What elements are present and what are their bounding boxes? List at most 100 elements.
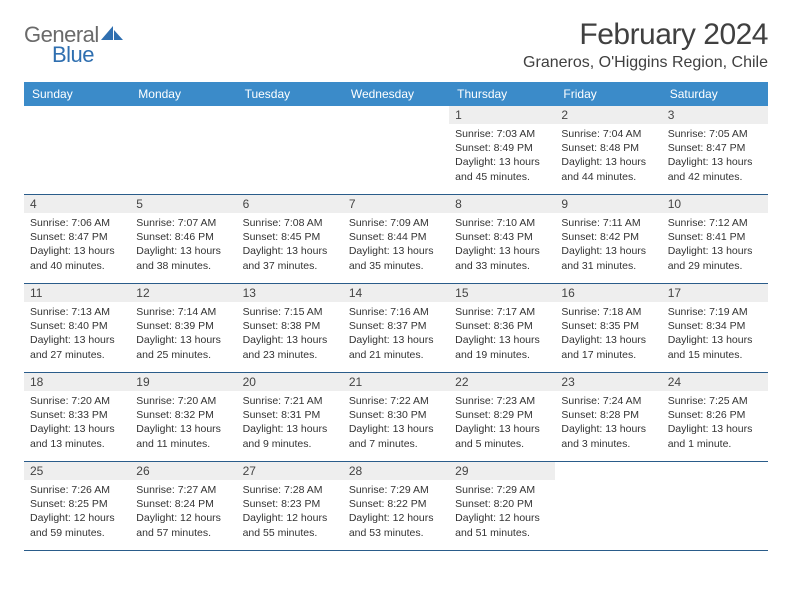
day-num-box: 19 <box>130 373 236 391</box>
sunset-text: Sunset: 8:41 PM <box>668 230 762 244</box>
sail-icon <box>99 24 125 42</box>
week-row: 1Sunrise: 7:03 AMSunset: 8:49 PMDaylight… <box>24 106 768 195</box>
day-num-box: 29 <box>449 462 555 480</box>
day-cell: 6 Sunrise: 7:08 AMSunset: 8:45 PMDaylight… <box>237 195 343 283</box>
sunrise-text: Sunrise: 7:20 AM <box>30 394 124 408</box>
sunrise-text: Sunrise: 7:16 AM <box>349 305 443 319</box>
sunset-text: Sunset: 8:37 PM <box>349 319 443 333</box>
day-header-mon: Monday <box>130 82 236 106</box>
sunrise-text: Sunrise: 7:18 AM <box>561 305 655 319</box>
sunrise-text: Sunrise: 7:04 AM <box>561 127 655 141</box>
day-num-box: 27 <box>237 462 343 480</box>
day-number: 18 <box>30 375 124 389</box>
day-cell: 22Sunrise: 7:23 AMSunset: 8:29 PMDayligh… <box>449 373 555 461</box>
day-num-box: 8 <box>449 195 555 213</box>
day-cell: 8Sunrise: 7:10 AMSunset: 8:43 PMDaylight… <box>449 195 555 283</box>
day-header-row: Sunday Monday Tuesday Wednesday Thursday… <box>24 82 768 106</box>
sunrise-text: Sunrise: 7:13 AM <box>30 305 124 319</box>
day-info: Sunrise: 7:25 AMSunset: 8:26 PMDaylight:… <box>668 394 762 451</box>
day-info: Sunrise: 7:29 AMSunset: 8:22 PMDaylight:… <box>349 483 443 540</box>
sunrise-text: Sunrise: 7:08 AM <box>243 216 337 230</box>
sunrise-text: Sunrise: 7:20 AM <box>136 394 230 408</box>
day-cell: 10 Sunrise: 7:12 AMSunset: 8:41 PMDayligh… <box>662 195 768 283</box>
sunset-text: Sunset: 8:48 PM <box>561 141 655 155</box>
day-num-box: 4 <box>24 195 130 213</box>
day-header-tue: Tuesday <box>237 82 343 106</box>
day-cell: 18 Sunrise: 7:20 AMSunset: 8:33 PMDayligh… <box>24 373 130 461</box>
brand-logo: General Blue <box>24 22 125 68</box>
day-number: 29 <box>455 464 549 478</box>
day-number: 21 <box>349 375 443 389</box>
month-title: February 2024 <box>523 18 768 52</box>
brand-text: General Blue <box>24 22 125 68</box>
sunset-text: Sunset: 8:28 PM <box>561 408 655 422</box>
title-block: February 2024 Graneros, O'Higgins Region… <box>523 18 768 72</box>
day-number: 27 <box>243 464 337 478</box>
day-header-sun: Sunday <box>24 82 130 106</box>
daylight-text: Daylight: 13 hours and 9 minutes. <box>243 422 337 450</box>
day-number: 10 <box>668 197 762 211</box>
day-num-box: 14 <box>343 284 449 302</box>
day-cell: 12Sunrise: 7:14 AMSunset: 8:39 PMDayligh… <box>130 284 236 372</box>
day-num-box: 11 <box>24 284 130 302</box>
day-cell <box>130 106 236 194</box>
day-info: Sunrise: 7:12 AMSunset: 8:41 PMDaylight:… <box>668 216 762 273</box>
day-number: 2 <box>561 108 655 122</box>
sunset-text: Sunset: 8:24 PM <box>136 497 230 511</box>
daylight-text: Daylight: 12 hours and 57 minutes. <box>136 511 230 539</box>
daylight-text: Daylight: 13 hours and 33 minutes. <box>455 244 549 272</box>
sunset-text: Sunset: 8:30 PM <box>349 408 443 422</box>
day-info: Sunrise: 7:29 AMSunset: 8:20 PMDaylight:… <box>455 483 549 540</box>
day-header-sat: Saturday <box>662 82 768 106</box>
sunset-text: Sunset: 8:33 PM <box>30 408 124 422</box>
day-info: Sunrise: 7:07 AMSunset: 8:46 PMDaylight:… <box>136 216 230 273</box>
day-info: Sunrise: 7:08 AMSunset: 8:45 PMDaylight:… <box>243 216 337 273</box>
daylight-text: Daylight: 13 hours and 35 minutes. <box>349 244 443 272</box>
day-num-box: 26 <box>130 462 236 480</box>
sunrise-text: Sunrise: 7:22 AM <box>349 394 443 408</box>
day-cell: 26Sunrise: 7:27 AMSunset: 8:24 PMDayligh… <box>130 462 236 550</box>
sunrise-text: Sunrise: 7:12 AM <box>668 216 762 230</box>
day-num-box: 21 <box>343 373 449 391</box>
day-info: Sunrise: 7:20 AMSunset: 8:32 PMDaylight:… <box>136 394 230 451</box>
sunrise-text: Sunrise: 7:19 AM <box>668 305 762 319</box>
day-info: Sunrise: 7:06 AMSunset: 8:47 PMDaylight:… <box>30 216 124 273</box>
sunset-text: Sunset: 8:26 PM <box>668 408 762 422</box>
daylight-text: Daylight: 13 hours and 38 minutes. <box>136 244 230 272</box>
sunset-text: Sunset: 8:35 PM <box>561 319 655 333</box>
day-info: Sunrise: 7:20 AMSunset: 8:33 PMDaylight:… <box>30 394 124 451</box>
daylight-text: Daylight: 13 hours and 25 minutes. <box>136 333 230 361</box>
sunset-text: Sunset: 8:39 PM <box>136 319 230 333</box>
sunrise-text: Sunrise: 7:09 AM <box>349 216 443 230</box>
day-info: Sunrise: 7:28 AMSunset: 8:23 PMDaylight:… <box>243 483 337 540</box>
day-cell: 20Sunrise: 7:21 AMSunset: 8:31 PMDayligh… <box>237 373 343 461</box>
calendar-table: Sunday Monday Tuesday Wednesday Thursday… <box>24 82 768 551</box>
day-num-box: 16 <box>555 284 661 302</box>
sunrise-text: Sunrise: 7:14 AM <box>136 305 230 319</box>
sunset-text: Sunset: 8:34 PM <box>668 319 762 333</box>
day-num-box: 6 <box>237 195 343 213</box>
day-cell: 29 Sunrise: 7:29 AMSunset: 8:20 PMDayligh… <box>449 462 555 550</box>
day-number: 11 <box>30 286 124 300</box>
day-num-box: 25 <box>24 462 130 480</box>
header: General Blue February 2024 Graneros, O'H… <box>24 18 768 72</box>
day-num-box: 24 <box>662 373 768 391</box>
sunset-text: Sunset: 8:40 PM <box>30 319 124 333</box>
sunset-text: Sunset: 8:32 PM <box>136 408 230 422</box>
day-info: Sunrise: 7:19 AMSunset: 8:34 PMDaylight:… <box>668 305 762 362</box>
day-cell: 7Sunrise: 7:09 AMSunset: 8:44 PMDaylight… <box>343 195 449 283</box>
daylight-text: Daylight: 12 hours and 53 minutes. <box>349 511 443 539</box>
daylight-text: Daylight: 13 hours and 40 minutes. <box>30 244 124 272</box>
day-info: Sunrise: 7:16 AMSunset: 8:37 PMDaylight:… <box>349 305 443 362</box>
week-row: 25Sunrise: 7:26 AMSunset: 8:25 PMDayligh… <box>24 462 768 551</box>
day-num-box: 20 <box>237 373 343 391</box>
day-cell: 11Sunrise: 7:13 AMSunset: 8:40 PMDayligh… <box>24 284 130 372</box>
day-info: Sunrise: 7:15 AMSunset: 8:38 PMDaylight:… <box>243 305 337 362</box>
sunset-text: Sunset: 8:47 PM <box>30 230 124 244</box>
daylight-text: Daylight: 13 hours and 45 minutes. <box>455 155 549 183</box>
daylight-text: Daylight: 13 hours and 42 minutes. <box>668 155 762 183</box>
day-cell: 15Sunrise: 7:17 AMSunset: 8:36 PMDayligh… <box>449 284 555 372</box>
day-num-box: 23 <box>555 373 661 391</box>
sunrise-text: Sunrise: 7:25 AM <box>668 394 762 408</box>
day-info: Sunrise: 7:18 AMSunset: 8:35 PMDaylight:… <box>561 305 655 362</box>
